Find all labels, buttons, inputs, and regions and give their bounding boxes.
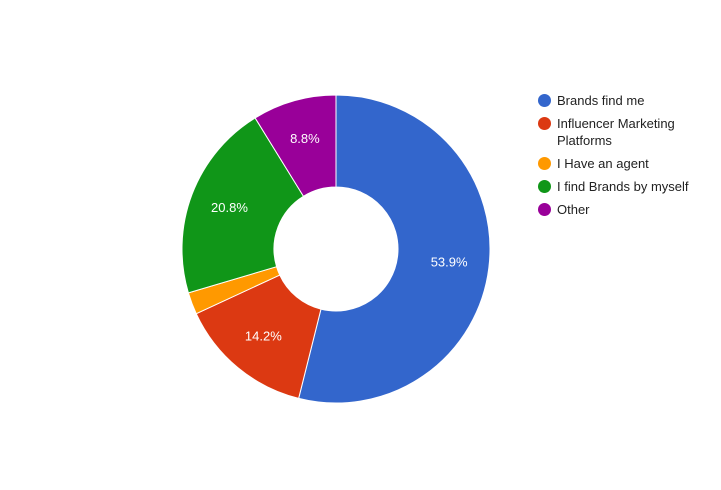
legend-item: I Have an agent <box>538 155 703 172</box>
value-label: 14.2% <box>245 328 282 343</box>
legend-label: I find Brands by myself <box>557 179 689 194</box>
legend-item: Brands find me <box>538 92 703 109</box>
legend: Brands find me Influencer Marketing Platf… <box>538 92 703 224</box>
legend-swatch <box>538 180 551 193</box>
legend-label: Influencer Marketing Platforms <box>557 116 675 148</box>
value-label: 8.8% <box>290 131 320 146</box>
legend-swatch <box>538 117 551 130</box>
legend-swatch <box>538 203 551 216</box>
legend-label: Other <box>557 202 590 217</box>
value-label: 53.9% <box>431 254 468 269</box>
legend-swatch <box>538 94 551 107</box>
legend-item: Influencer Marketing Platforms <box>538 115 703 149</box>
legend-item: Other <box>538 201 703 218</box>
slice <box>181 117 305 294</box>
slice <box>254 94 337 197</box>
legend-swatch <box>538 157 551 170</box>
slice <box>298 94 491 404</box>
value-label: 20.8% <box>211 200 248 215</box>
slice <box>195 274 322 400</box>
legend-item: I find Brands by myself <box>538 178 703 195</box>
legend-label: I Have an agent <box>557 156 649 171</box>
legend-label: Brands find me <box>557 93 645 108</box>
